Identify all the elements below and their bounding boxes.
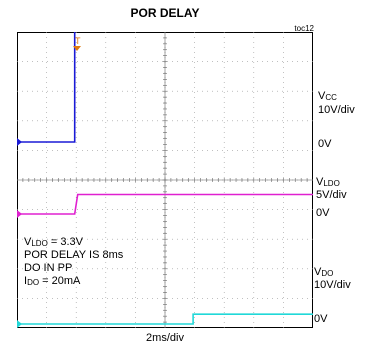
oscilloscope-screen: T	[17, 32, 313, 328]
grid	[17, 32, 313, 328]
trigger-marker: T	[73, 36, 81, 51]
channel-label-vdo: VDO	[314, 266, 334, 278]
trigger-arrow-icon	[73, 46, 81, 51]
vldo-trace	[17, 193, 313, 215]
vdo-trace	[17, 313, 313, 325]
figure-id: toc12	[294, 24, 314, 33]
trigger-t-label: T	[75, 36, 81, 46]
chart-title: POR DELAY	[130, 6, 200, 20]
note-do-mode: DO IN PP	[24, 262, 73, 274]
time-scale-label: 2ms/div	[146, 332, 184, 344]
vcc-trace	[17, 32, 76, 143]
note-ido: IDO = 20mA	[24, 275, 81, 287]
channel-label-vldo: VLDO	[316, 176, 340, 188]
channel-scale-vcc: 10V/div	[318, 104, 355, 116]
note-vldo: VLDO = 3.3V	[24, 236, 83, 248]
note-por-delay: POR DELAY IS 8ms	[24, 249, 124, 261]
zero-label-vcc: 0V	[318, 138, 332, 150]
channel-scale-vldo: 5V/div	[316, 189, 347, 201]
zero-label-vldo: 0V	[316, 207, 330, 219]
channel-scale-vdo: 10V/div	[314, 279, 351, 291]
zero-label-vdo: 0V	[314, 313, 328, 325]
vldo-ground-marker	[17, 210, 22, 218]
channel-label-vcc: VCC	[318, 90, 337, 102]
vdo-ground-marker	[17, 320, 22, 328]
vcc-ground-marker	[17, 138, 22, 146]
traces	[17, 32, 313, 328]
